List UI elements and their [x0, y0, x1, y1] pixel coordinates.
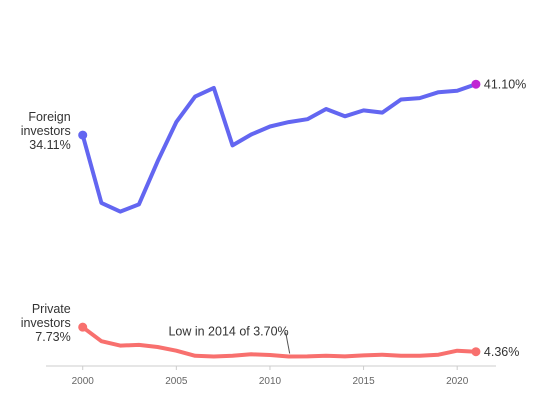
- x-tick-label-2015: 2015: [352, 376, 375, 387]
- series-labels: Foreigninvestors34.11%41.10%Privateinves…: [21, 78, 527, 359]
- private-investors-start-label-2: 7.73%: [35, 330, 70, 344]
- x-tick-label-2005: 2005: [165, 376, 188, 387]
- foreign-investors-line: [80, 82, 478, 214]
- x-axis-ticks: 2000 2005 2010 2015 2020: [72, 366, 469, 387]
- foreign-investors-start-label-1: investors: [21, 124, 71, 138]
- foreign-investors-start-label-0: Foreign: [28, 110, 70, 124]
- x-tick-label-2000: 2000: [72, 376, 95, 387]
- private-investors-line: [80, 325, 478, 359]
- annotation-label: Low in 2014 of 3.70%: [168, 325, 288, 339]
- private-investors-start-label-1: investors: [21, 316, 71, 330]
- foreign-investors-start-point: [78, 130, 88, 140]
- private-investors-start-point: [78, 322, 88, 332]
- private-investors-start-label-0: Private: [32, 302, 71, 316]
- x-tick-label-2020: 2020: [446, 376, 469, 387]
- private-investors-end-point: [471, 347, 481, 357]
- foreign-investors-start-label-2: 34.11%: [29, 138, 70, 152]
- private-investors-end-label: 4.36%: [484, 345, 519, 359]
- foreign-investors-end-label: 41.10%: [484, 78, 526, 92]
- annotation-group: Low in 2014 of 3.70%: [168, 325, 291, 354]
- series-lines: [78, 79, 481, 359]
- foreign-investors-end-point: [471, 79, 481, 89]
- x-tick-label-2010: 2010: [259, 376, 282, 387]
- annotation-leader-line: [285, 332, 291, 354]
